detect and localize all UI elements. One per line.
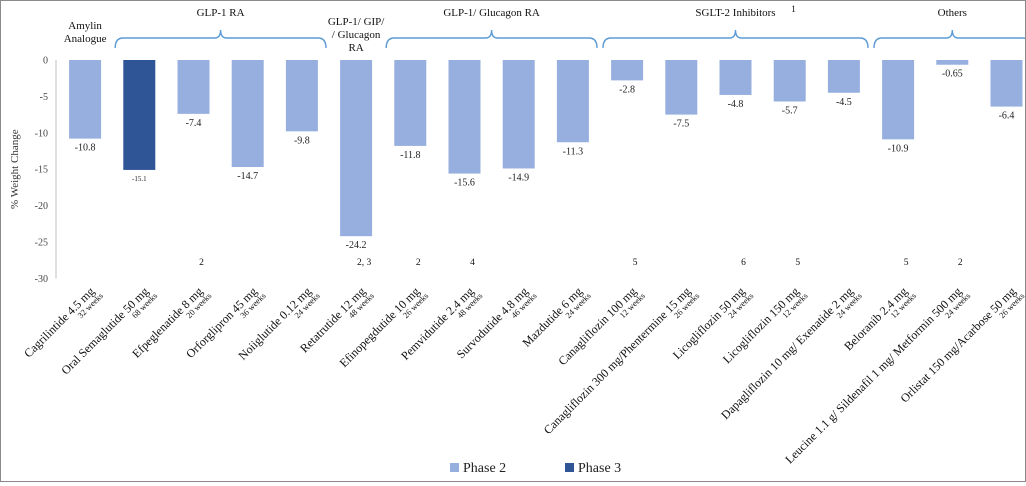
bar-1 [69, 60, 102, 139]
bar-value-label: -15.6 [454, 178, 475, 189]
bar-value-label: -14.7 [237, 171, 258, 182]
bar-4 [231, 60, 264, 168]
bar-value-label: -11.8 [400, 150, 420, 161]
bar-10 [556, 60, 589, 143]
group-label: GLP-1 RA [197, 7, 245, 19]
bar-9 [502, 60, 535, 169]
legend: Phase 2 Phase 3 [450, 461, 621, 476]
group-superscript: 1 [791, 5, 796, 15]
bar-5 [285, 60, 318, 132]
bar-6 [340, 60, 373, 237]
bar-14 [773, 60, 806, 102]
footnote-superscript: 4 [470, 258, 475, 268]
y-tick-label: -25 [35, 238, 48, 249]
bar-value-label: -7.5 [673, 119, 689, 130]
group-label: GLP-1/ Glucagon RA [443, 7, 540, 19]
bar-8 [448, 60, 481, 174]
bar-7 [394, 60, 427, 146]
footnote-superscript: 5 [904, 258, 909, 268]
group-label: Others [938, 7, 967, 19]
y-tick-label: -5 [40, 92, 48, 103]
y-tick-label: -15 [35, 165, 48, 176]
group-label: RA [348, 42, 363, 54]
group-bracket [873, 29, 1026, 49]
bar-3 [177, 60, 210, 114]
group-label: SGLT-2 Inhibitors [695, 7, 775, 19]
bar-value-label: -10.9 [888, 143, 909, 154]
footnote-superscript: 2 [416, 258, 421, 268]
bar-15 [827, 60, 860, 93]
group-label: Amylin [68, 20, 102, 32]
bar-value-label: -2.8 [619, 84, 635, 95]
y-tick-label: -30 [35, 274, 48, 285]
group-bracket [385, 29, 598, 49]
bar-11 [611, 60, 644, 81]
group-label: Analogue [64, 33, 107, 45]
legend-label: Phase 2 [463, 461, 506, 476]
bar-value-label: -9.8 [294, 135, 310, 146]
footnote-superscript: 2 [199, 258, 204, 268]
bar-value-label: -6.4 [999, 111, 1015, 122]
y-tick-label: 0 [43, 56, 48, 67]
bar-value-label: -5.7 [782, 105, 798, 116]
y-tick-label: -10 [35, 128, 48, 139]
group-bracket [114, 29, 327, 49]
bar-13 [719, 60, 752, 95]
bar-value-label: -14.9 [508, 172, 529, 183]
legend-label: Phase 3 [578, 461, 621, 476]
group-label: GLP-1/ GIP/ [328, 16, 385, 28]
footnote-superscript: 2 [958, 258, 963, 268]
bar-value-label: -0.65 [942, 69, 963, 80]
bar-12 [665, 60, 698, 115]
group-label: / Glucagon [332, 29, 381, 41]
bar-2 [123, 60, 156, 170]
bar-value-label: -4.5 [836, 97, 852, 108]
legend-swatch-1 [450, 463, 459, 472]
bar-18 [990, 60, 1023, 107]
bars-layer: -10.8 -15.1 -7.4 -14.7 -9.8 -24.2 -11.8 -15.6 -1… [69, 60, 1023, 251]
bar-17 [936, 60, 969, 65]
footnote-superscript: 6 [741, 258, 746, 268]
bar-value-label: -7.4 [186, 118, 202, 129]
y-tick-label: -20 [35, 201, 48, 212]
footnote-superscript: 5 [795, 258, 800, 268]
bar-16 [882, 60, 915, 140]
y-axis-title: % Weight Change [9, 129, 21, 209]
bar-value-label: -4.8 [728, 99, 744, 110]
group-bracket [602, 29, 869, 49]
y-axis: 0 -5 -10 -15 -20 -25 -30 % Weight Change [9, 56, 57, 285]
legend-swatch-2 [565, 463, 574, 472]
footnote-superscript: 2, 3 [357, 258, 372, 268]
footnote-superscript: 5 [633, 258, 638, 268]
bar-value-label: -11.3 [563, 146, 583, 157]
bar-value-label: -15.1 [132, 175, 147, 183]
bar-value-label: -24.2 [346, 240, 367, 251]
bar-value-label: -10.8 [75, 143, 96, 154]
